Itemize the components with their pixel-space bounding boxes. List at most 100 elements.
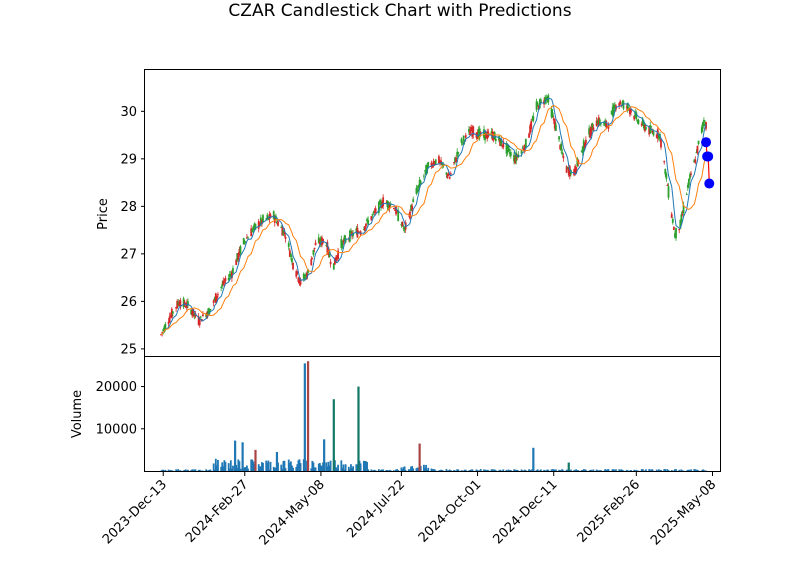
candle-body <box>530 121 533 130</box>
candle <box>536 101 539 107</box>
candle <box>214 292 217 304</box>
y-tick-label: 25 <box>120 342 137 357</box>
candle <box>575 166 578 174</box>
candle <box>257 218 260 233</box>
candle-body <box>441 163 444 166</box>
candle <box>695 149 698 154</box>
prediction-point <box>704 178 715 189</box>
volume-bar <box>664 469 667 471</box>
volume-bar <box>433 469 436 471</box>
volume-bar <box>228 468 231 471</box>
candle-body <box>222 280 225 285</box>
candle-body <box>381 203 383 208</box>
volume-bar <box>595 469 598 471</box>
candle <box>217 292 219 298</box>
candle-body <box>385 202 388 204</box>
candle-body <box>207 308 210 316</box>
candle <box>288 247 291 258</box>
candle <box>238 246 241 257</box>
volume-bar <box>580 470 583 471</box>
candle-body <box>651 130 654 134</box>
candle <box>635 110 638 121</box>
candle <box>633 115 636 122</box>
x-tick-label: 2025-Feb-26 <box>575 477 644 546</box>
volume-bar <box>261 462 263 471</box>
volume-bar <box>546 469 549 471</box>
volume-bar <box>265 460 268 471</box>
volume-bar <box>687 469 690 471</box>
candle-body <box>457 152 460 154</box>
volume-bar <box>268 469 271 471</box>
candle-body <box>434 159 437 164</box>
candle-body <box>580 150 583 152</box>
x-tick-label: 2025-May-08 <box>648 477 719 548</box>
candle <box>170 307 173 319</box>
volume-bar <box>552 469 555 471</box>
volume-bar <box>397 470 400 471</box>
candle-body <box>522 148 525 151</box>
candle-body <box>689 174 691 179</box>
candle <box>448 176 451 180</box>
candle-body <box>649 125 652 134</box>
candle <box>371 213 374 219</box>
candle-body <box>298 279 301 285</box>
volume-bar <box>499 469 501 471</box>
candle-body <box>313 247 316 250</box>
candle-body <box>568 166 571 177</box>
volume-bar <box>427 467 430 471</box>
candle <box>592 124 595 131</box>
candle <box>336 254 338 262</box>
candle <box>487 128 490 138</box>
volume-spike-bar <box>306 361 310 471</box>
volume-bar <box>404 470 407 471</box>
candle <box>342 238 345 246</box>
volume-bar <box>514 469 517 471</box>
volume-bar <box>170 470 173 471</box>
candle <box>350 228 352 234</box>
candle <box>700 124 703 135</box>
candle <box>295 269 298 279</box>
candle-body <box>370 216 373 221</box>
candle-body <box>655 134 658 138</box>
candle-body <box>595 120 598 127</box>
candle-body <box>328 254 331 258</box>
candle-body <box>521 147 524 149</box>
volume-bar <box>184 469 187 471</box>
volume-bar <box>620 469 623 471</box>
candle-body <box>242 238 245 245</box>
volume-bar <box>280 464 283 471</box>
volume-bar <box>596 470 599 471</box>
x-tick-label: 2023-Dec-13 <box>100 477 170 547</box>
candle-body <box>257 221 260 229</box>
volume-bar <box>517 470 520 471</box>
volume-bar <box>336 468 338 471</box>
candle-body <box>693 159 696 163</box>
volume-bar <box>700 470 703 471</box>
volume-bar <box>424 467 426 471</box>
candle-body <box>302 273 305 279</box>
candle <box>221 280 224 290</box>
volume-bar <box>215 465 218 471</box>
candle-body <box>528 133 530 138</box>
volume-bar <box>385 469 388 471</box>
candle-body <box>291 258 293 263</box>
volume-bar <box>559 470 562 471</box>
volume-bar <box>539 469 542 471</box>
volume-bar <box>606 469 609 471</box>
candle-body <box>193 313 196 316</box>
candle-body <box>253 223 256 227</box>
volume-bar <box>267 460 270 471</box>
candle <box>666 183 669 186</box>
candle-body <box>426 164 429 174</box>
candle-body <box>565 166 568 173</box>
candle <box>236 253 239 263</box>
candle-body <box>455 157 458 163</box>
candle-body <box>168 316 171 323</box>
candle-body <box>588 128 591 135</box>
volume-bar <box>187 469 189 471</box>
candle-body <box>208 309 211 315</box>
candle <box>483 125 485 141</box>
volume-bar <box>430 468 433 471</box>
volume-bar <box>675 469 677 471</box>
